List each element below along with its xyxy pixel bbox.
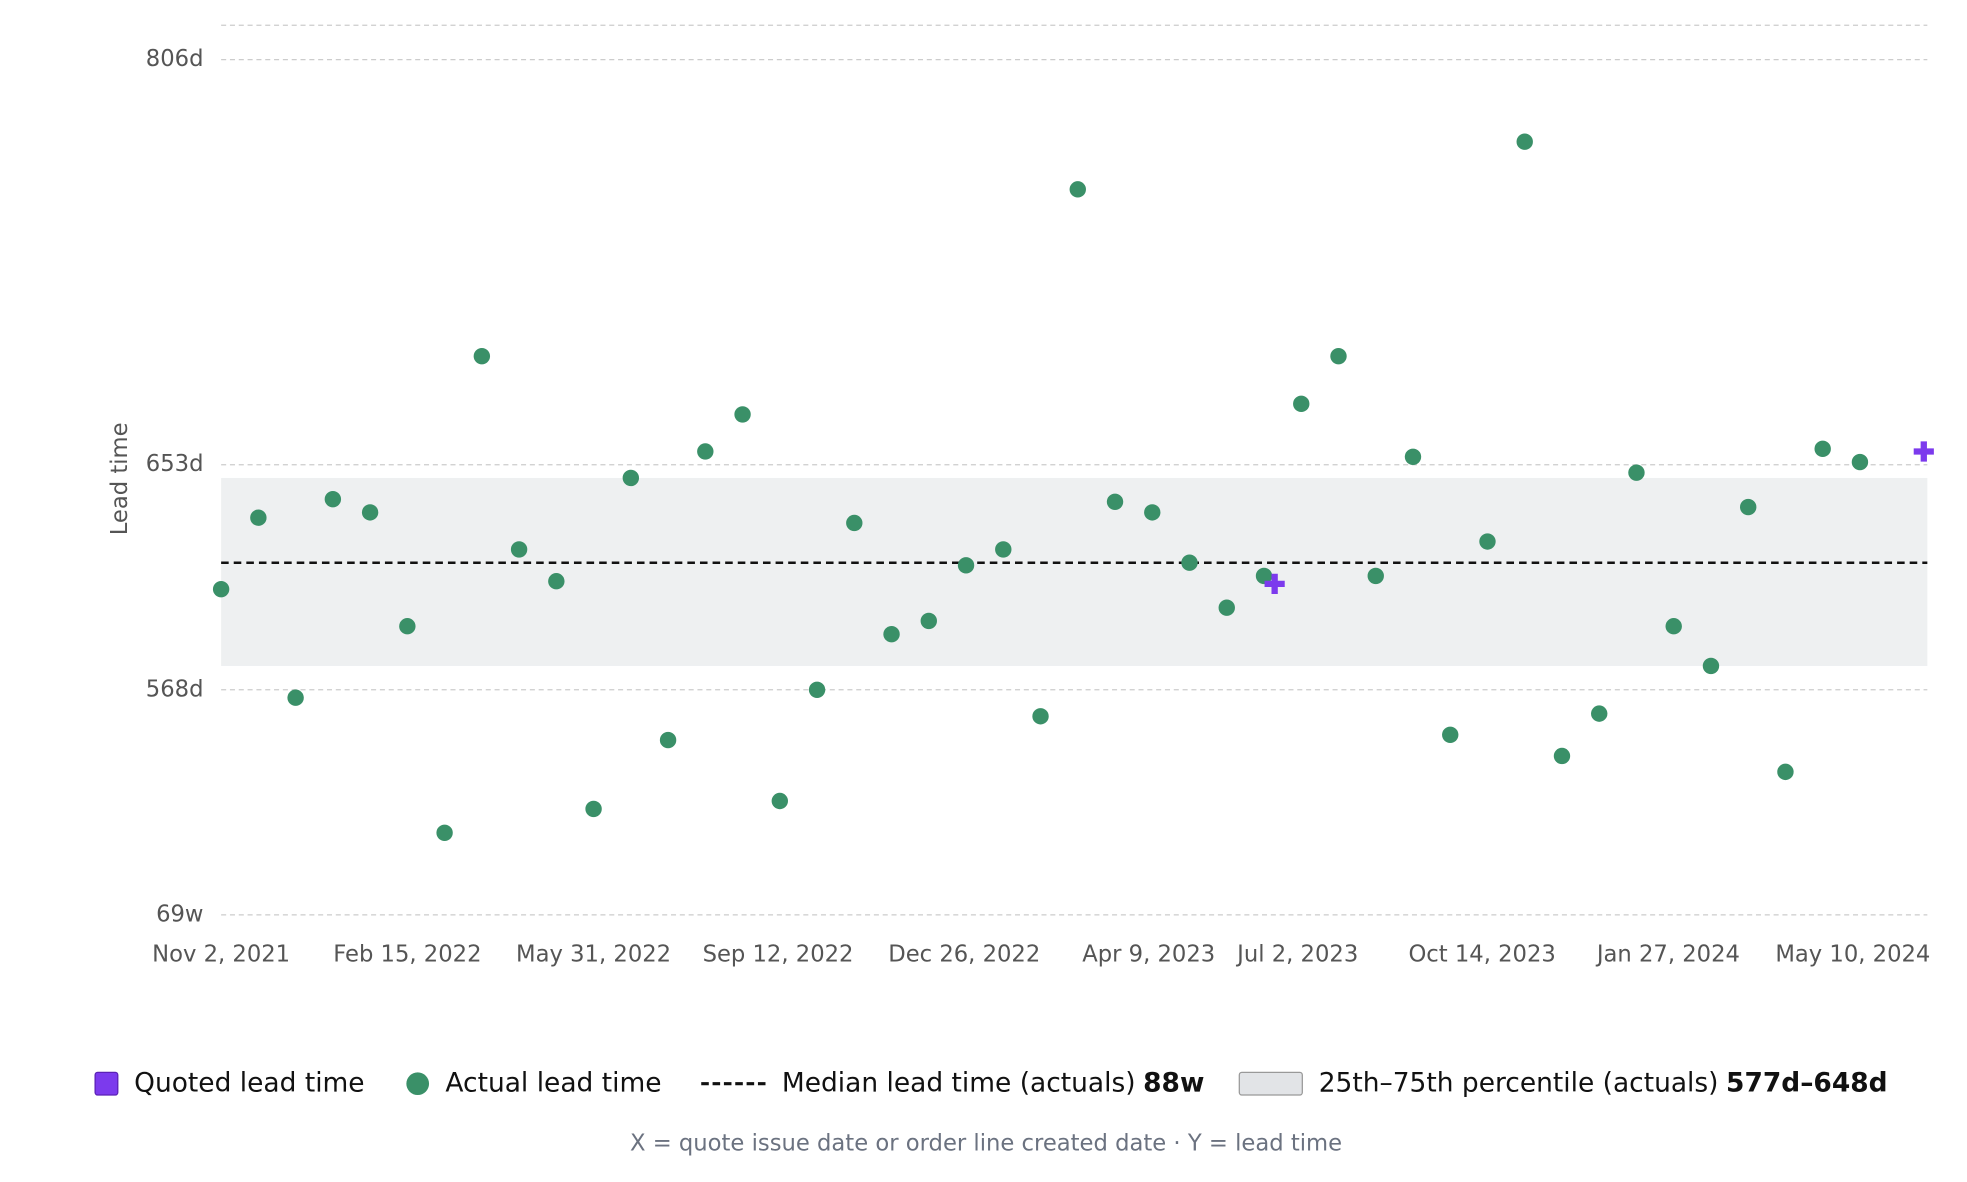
legend-label-part: 25th–75th percentile (actuals) xyxy=(1319,1067,1719,1098)
data-point xyxy=(1740,498,1757,516)
data-point xyxy=(1106,493,1124,510)
legend-label: Median lead time (actuals) 88w xyxy=(782,1067,1205,1098)
legend-label-part: Quoted lead time xyxy=(134,1067,364,1098)
y-tick-label: 568d xyxy=(146,676,204,702)
data-point xyxy=(883,625,900,643)
data-point xyxy=(734,406,751,423)
x-tick-label: Apr 9, 2023 xyxy=(1082,942,1215,968)
data-point xyxy=(1293,395,1310,413)
footnote: X = quote issue date or order line creat… xyxy=(630,1131,1342,1157)
data-point xyxy=(846,514,863,532)
data-point xyxy=(1913,441,1934,462)
data-point xyxy=(1628,464,1645,481)
data-point xyxy=(399,618,416,635)
x-tick-label: Jan 27, 2024 xyxy=(1595,942,1740,968)
data-point xyxy=(622,469,640,487)
data-point xyxy=(1851,453,1869,471)
data-point xyxy=(1553,747,1571,765)
data-point xyxy=(212,580,230,598)
data-point xyxy=(324,490,342,508)
percentile-band xyxy=(221,477,1928,666)
data-point xyxy=(808,681,826,698)
data-point xyxy=(1777,763,1794,781)
data-point xyxy=(1032,708,1049,725)
data-point xyxy=(1255,567,1273,585)
x-tick-label: Nov 2, 2021 xyxy=(152,942,290,968)
legend-label-part: 577d–648d xyxy=(1726,1067,1888,1098)
data-point xyxy=(659,731,677,749)
data-point xyxy=(1479,533,1496,550)
data-point xyxy=(287,689,304,706)
legend-label: Actual lead time xyxy=(445,1067,661,1098)
legend-label-part: Median lead time (actuals) xyxy=(782,1067,1136,1098)
data-point xyxy=(1404,448,1422,465)
data-point xyxy=(1367,567,1384,585)
data-point xyxy=(697,443,714,460)
data-point xyxy=(1181,554,1198,571)
data-point xyxy=(1591,705,1608,722)
y-tick-label: 806d xyxy=(146,46,204,72)
legend-swatch xyxy=(406,1072,430,1096)
data-point xyxy=(1330,347,1347,365)
data-point xyxy=(585,800,602,818)
data-point xyxy=(250,509,267,526)
legend-label: Quoted lead time xyxy=(134,1067,364,1098)
data-point xyxy=(1702,657,1720,675)
x-tick-label: Jul 2, 2023 xyxy=(1235,942,1358,968)
data-point xyxy=(957,557,975,574)
x-tick-label: Dec 26, 2022 xyxy=(888,942,1040,968)
data-point xyxy=(1814,440,1831,458)
x-tick-label: May 10, 2024 xyxy=(1775,942,1930,968)
x-tick-label: May 31, 2022 xyxy=(516,942,671,968)
data-point xyxy=(771,792,789,810)
legend-label: 25th–75th percentile (actuals) 577d–648d xyxy=(1319,1067,1888,1098)
x-tick-label: Sep 12, 2022 xyxy=(703,942,854,968)
data-point xyxy=(920,612,937,630)
x-tick-label: Feb 15, 2022 xyxy=(333,942,481,968)
data-point xyxy=(1144,504,1161,521)
data-point xyxy=(1069,181,1086,198)
data-point xyxy=(510,541,528,558)
y-tick-label: 653d xyxy=(146,451,204,477)
x-tick-label: Oct 14, 2023 xyxy=(1408,942,1555,968)
data-point xyxy=(1516,133,1533,150)
data-point xyxy=(1442,726,1459,743)
y-axis-label: Lead time xyxy=(107,422,133,535)
data-point xyxy=(548,573,565,590)
legend-label-part: 88w xyxy=(1143,1067,1204,1098)
data-point xyxy=(995,541,1012,558)
legend-label-part: Actual lead time xyxy=(445,1067,661,1098)
legend-swatch xyxy=(94,1071,119,1096)
legend-swatch xyxy=(1238,1071,1303,1096)
y-tick-label: 69w xyxy=(156,901,203,927)
data-point xyxy=(1665,618,1682,635)
data-point xyxy=(473,347,491,365)
data-point xyxy=(1218,599,1235,616)
data-point xyxy=(436,824,453,841)
data-point xyxy=(1264,573,1285,594)
data-point xyxy=(361,504,379,521)
